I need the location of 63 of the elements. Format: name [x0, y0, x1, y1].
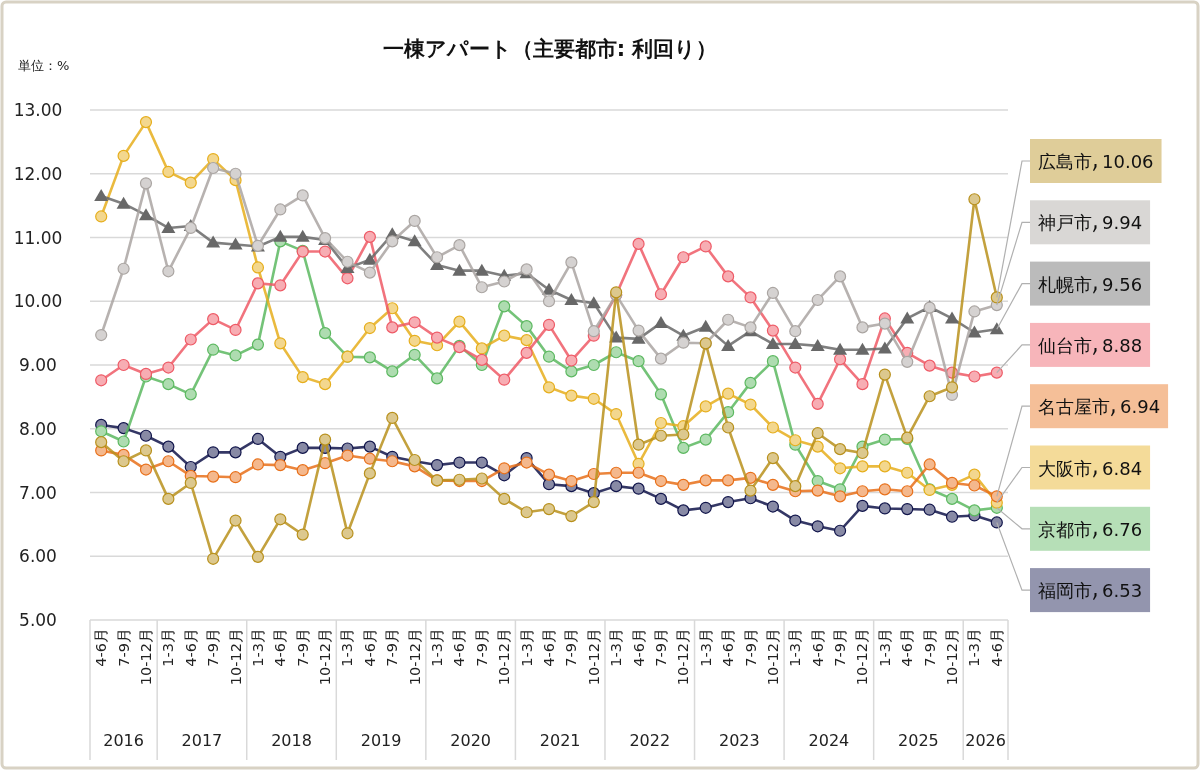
text: 2019	[360, 731, 402, 750]
y-tick-label: 13.00	[13, 100, 63, 120]
y-axis-title: 単位：%	[18, 58, 70, 73]
x-tick-label: 10-12月	[137, 628, 154, 686]
x-tick-label: 10-12月	[675, 628, 692, 686]
x-tick-label: 7-9月	[832, 628, 849, 667]
y-tick-label: 7.00	[19, 482, 57, 503]
text: 2018	[271, 731, 312, 750]
x-tick-label: 10-12月	[585, 628, 602, 686]
text: 2025	[898, 731, 939, 750]
x-tick-label: 7-9月	[742, 628, 759, 667]
x-tick-label: 10-12月	[227, 628, 244, 686]
x-tick-label: 1-3月	[160, 628, 177, 667]
x-tick-label: 10-12月	[317, 628, 334, 686]
x-tick-label: 1-3月	[429, 628, 446, 667]
x-tick-label: 1-3月	[787, 628, 804, 667]
x-tick-label: 1-3月	[966, 628, 983, 667]
x-tick-label: 4-6月	[720, 628, 737, 667]
x-tick-label: 10-12月	[944, 628, 961, 686]
x-tick-label: 7-9月	[563, 628, 580, 667]
y-tick-label: 11.00	[13, 227, 63, 248]
x-tick-label: 7-9月	[205, 628, 222, 667]
x-tick-label: 7-9月	[294, 628, 311, 667]
x-tick-label: 7-9月	[652, 628, 669, 667]
x-tick-label: 10-12月	[496, 628, 513, 686]
x-tick-label: 4-6月	[93, 628, 110, 667]
x-tick-label: 1-3月	[876, 628, 893, 667]
text: 2023	[718, 731, 760, 750]
x-tick-label: 1-3月	[697, 628, 714, 667]
x-tick-label: 7-9月	[473, 628, 490, 667]
x-tick-label: 7-9月	[115, 628, 132, 667]
x-tick-label: 1-3月	[339, 628, 356, 667]
x-tick-label: 4-6月	[361, 628, 378, 667]
text: 2022	[629, 731, 671, 750]
x-tick-label: 4-6月	[809, 628, 826, 667]
text: 2016	[103, 731, 144, 750]
chart-title: 一棟アパート（主要都市: 利回り）	[382, 37, 718, 61]
x-tick-label: 1-3月	[518, 628, 535, 667]
text: 2024	[808, 731, 850, 750]
x-tick-label: 4-6月	[988, 628, 1005, 667]
text: 2026	[965, 731, 1006, 750]
x-tick-label: 1-3月	[249, 628, 266, 667]
x-tick-label: 4-6月	[899, 628, 916, 667]
x-tick-label: 10-12月	[854, 628, 871, 686]
x-tick-label: 4-6月	[272, 628, 289, 667]
text: 2020	[450, 731, 491, 750]
y-tick-label: 12.00	[13, 163, 63, 184]
x-tick-label: 10-12月	[764, 628, 781, 686]
y-tick-label: 8.00	[19, 418, 57, 439]
x-tick-label: 7-9月	[384, 628, 401, 667]
y-tick-label: 5.00	[19, 610, 57, 630]
x-tick-label: 4-6月	[630, 628, 647, 667]
y-tick-label: 6.00	[19, 546, 57, 567]
x-tick-label: 4-6月	[541, 628, 557, 667]
y-tick-label: 9.00	[19, 355, 57, 375]
x-tick-label: 10-12月	[406, 628, 423, 686]
text: 2021	[539, 731, 581, 750]
x-tick-label: 4-6月	[451, 628, 468, 667]
y-tick-label: 10.00	[13, 291, 63, 312]
x-tick-label: 1-3月	[608, 628, 625, 667]
x-tick-label: 4-6月	[182, 628, 199, 667]
x-tick-label: 7-9月	[921, 628, 938, 667]
text: 2017	[181, 731, 223, 750]
